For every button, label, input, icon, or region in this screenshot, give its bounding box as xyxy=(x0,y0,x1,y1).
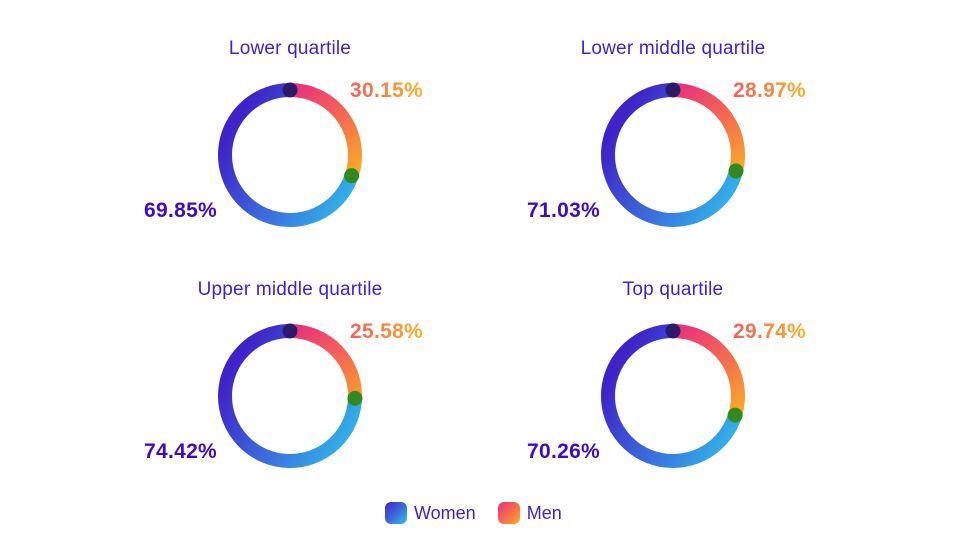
segment-boundary-marker xyxy=(727,407,743,423)
donut-chart-top-quartile: Top quartile 29.74% 70.26% xyxy=(463,269,883,509)
men-percentage-label: 29.74% xyxy=(733,320,807,343)
legend-label-women: Women xyxy=(414,502,476,523)
donut-svg xyxy=(601,82,745,227)
segment-start-marker xyxy=(665,82,681,98)
segment-start-marker xyxy=(282,82,298,98)
segment-start-marker xyxy=(282,323,298,339)
women-arc xyxy=(601,83,743,227)
women-percentage-label: 69.85% xyxy=(144,199,218,222)
segment-boundary-marker xyxy=(347,390,363,406)
men-swatch-icon xyxy=(497,502,520,524)
women-arc xyxy=(218,324,362,468)
women-swatch-icon xyxy=(385,502,407,524)
men-percentage-label: 28.97% xyxy=(733,79,807,102)
chart-title: Top quartile xyxy=(622,279,724,300)
women-arc xyxy=(601,324,742,468)
men-arc xyxy=(289,324,362,399)
segment-start-marker xyxy=(665,323,681,339)
donut-svg xyxy=(218,323,363,468)
segment-boundary-marker xyxy=(728,163,744,179)
men-percentage-label: 30.15% xyxy=(350,79,424,102)
chart-legend: Women Men xyxy=(385,499,562,527)
men-arc xyxy=(289,83,362,178)
donut-chart-lower-middle-quartile: Lower middle quartile 28.97% 71.03% xyxy=(463,28,883,268)
donut-chart-upper-middle-quartile: Upper middle quartile 25.58% 74.42% xyxy=(80,269,500,509)
women-arc xyxy=(218,83,359,227)
donut-chart-lower-quartile: Lower quartile 30.15% 69.85% xyxy=(80,28,500,268)
men-percentage-label: 25.58% xyxy=(350,320,424,343)
women-percentage-label: 70.26% xyxy=(527,440,601,463)
women-percentage-label: 71.03% xyxy=(527,199,601,222)
legend-item-women: Women xyxy=(385,502,476,524)
donut-svg xyxy=(218,82,362,227)
chart-title: Lower middle quartile xyxy=(580,38,766,59)
men-arc xyxy=(672,83,745,173)
men-arc xyxy=(672,324,745,418)
legend-item-men: Men xyxy=(497,502,562,524)
chart-title: Upper middle quartile xyxy=(197,279,383,300)
segment-boundary-marker xyxy=(344,168,360,184)
chart-title: Lower quartile xyxy=(228,38,352,59)
women-percentage-label: 74.42% xyxy=(144,440,218,463)
legend-label-men: Men xyxy=(526,502,562,523)
donut-svg xyxy=(601,323,745,468)
